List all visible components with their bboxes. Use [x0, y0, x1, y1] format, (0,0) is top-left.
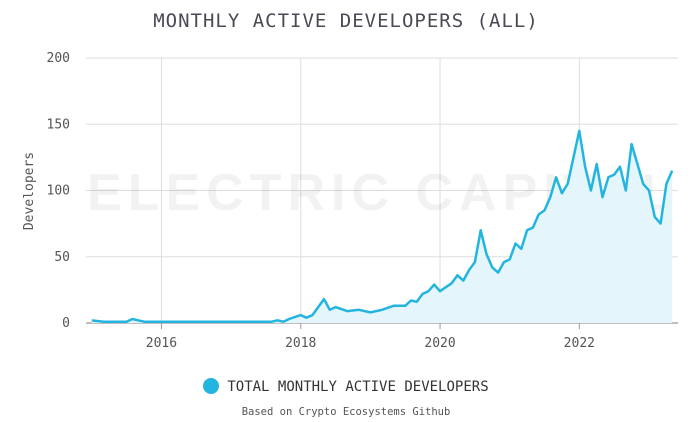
y-tick-label: 150: [47, 117, 70, 132]
legend[interactable]: TOTAL MONTHLY ACTIVE DEVELOPERS: [0, 378, 692, 395]
y-axis: 0 50 100 150 200: [47, 51, 70, 331]
x-tick-label: 2016: [146, 336, 177, 351]
series-line: [91, 129, 674, 323]
x-axis: 2016 2018 2020 2022: [146, 323, 595, 351]
y-tick-label: 0: [62, 316, 70, 331]
legend-circle-icon: [203, 378, 220, 394]
legend-label: TOTAL MONTHLY ACTIVE DEVELOPERS: [227, 379, 489, 395]
y-tick-label: 100: [47, 184, 70, 199]
source-note: Based on Crypto Ecosystems Github: [241, 406, 451, 418]
y-tick-label: 200: [47, 51, 70, 66]
x-tick-label: 2018: [285, 336, 316, 351]
x-tick-label: 2020: [424, 336, 455, 351]
chart-title: MONTHLY ACTIVE DEVELOPERS (ALL): [153, 10, 539, 32]
y-axis-label: Developers: [22, 152, 37, 230]
area-fill: [91, 130, 673, 323]
y-tick-label: 50: [54, 250, 70, 265]
x-tick-label: 2022: [564, 336, 595, 351]
